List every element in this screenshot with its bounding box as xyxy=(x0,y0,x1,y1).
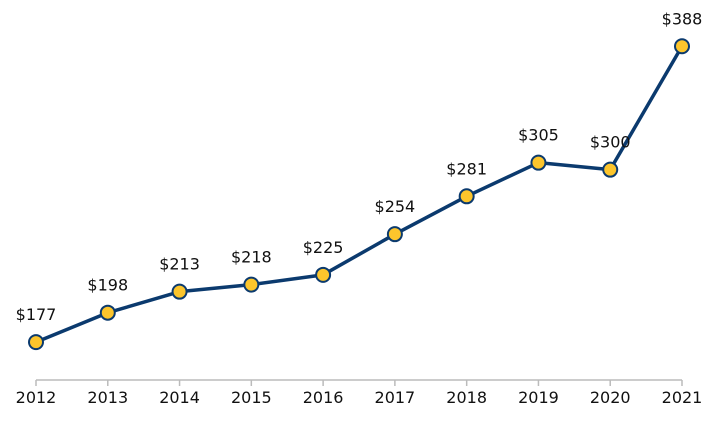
x-tick-label: 2014 xyxy=(159,388,200,407)
data-label: $388 xyxy=(662,9,703,28)
x-tick-label: 2017 xyxy=(375,388,416,407)
series-line xyxy=(35,45,684,344)
data-label: $225 xyxy=(303,238,344,257)
x-tick-label: 2018 xyxy=(446,388,487,407)
x-tick-label: 2012 xyxy=(16,388,57,407)
x-tick-label: 2019 xyxy=(518,388,559,407)
data-point xyxy=(28,334,44,351)
data-point xyxy=(315,266,332,283)
data-label: $198 xyxy=(87,276,128,295)
data-point xyxy=(171,283,188,300)
data-point xyxy=(530,154,547,171)
data-point xyxy=(99,304,116,321)
data-label: $254 xyxy=(375,197,416,216)
data-label: $177 xyxy=(16,305,57,324)
data-point xyxy=(386,226,403,243)
data-label: $281 xyxy=(446,159,487,178)
x-tick-label: 2013 xyxy=(87,388,128,407)
data-point xyxy=(674,38,690,55)
data-label: $305 xyxy=(518,126,559,145)
x-tick-label: 2016 xyxy=(303,388,344,407)
data-label: $218 xyxy=(231,248,272,267)
data-point xyxy=(243,276,260,293)
data-label: $213 xyxy=(159,255,200,274)
x-tick-label: 2020 xyxy=(590,388,631,407)
x-tick-label: 2015 xyxy=(231,388,272,407)
data-point xyxy=(458,188,475,205)
x-tick-label: 2021 xyxy=(662,388,703,407)
data-point xyxy=(602,161,619,178)
data-label: $300 xyxy=(590,133,631,152)
